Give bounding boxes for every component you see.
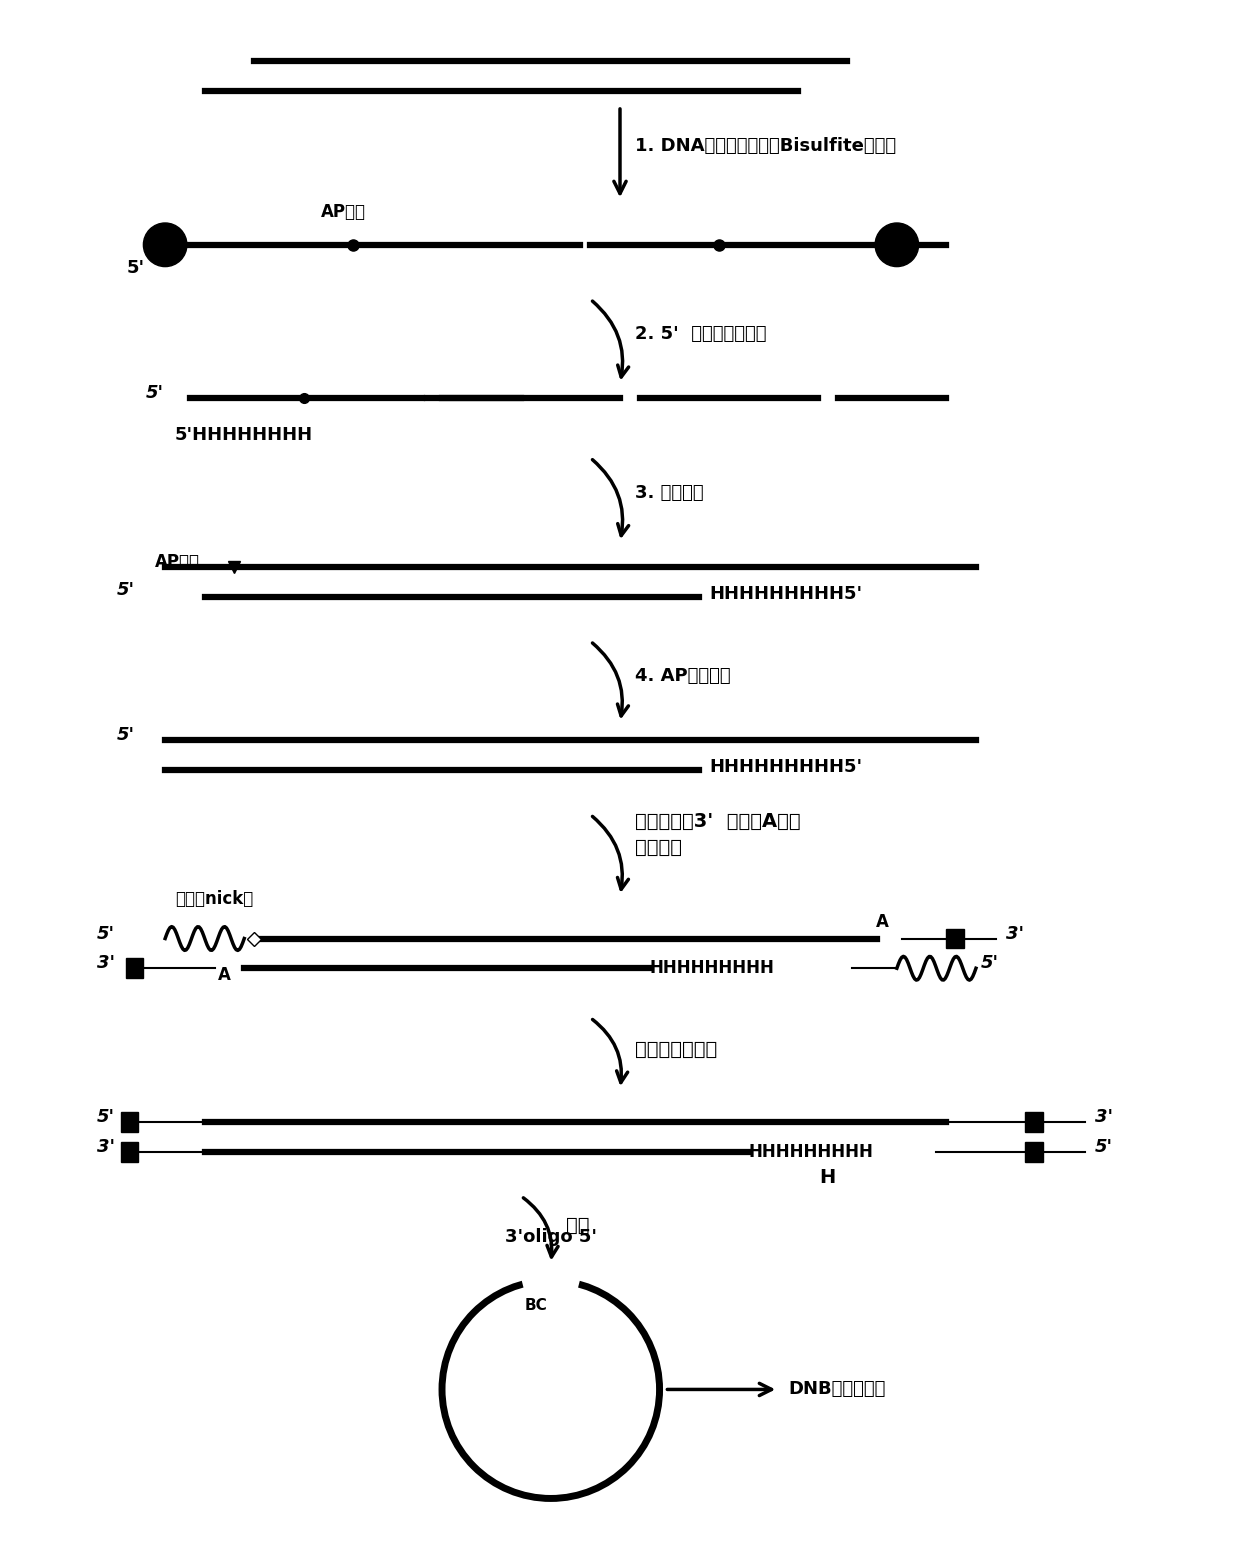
Text: HHHHHHHHH: HHHHHHHHH (650, 959, 775, 977)
Bar (946, 928, 965, 949)
Text: 1. DNA的重亚硫酸盐（Bisulfite）处理: 1. DNA的重亚硫酸盐（Bisulfite）处理 (635, 136, 897, 155)
Text: 2. 5'  端去磷酸化处理: 2. 5' 端去磷酸化处理 (635, 326, 766, 343)
Text: H: H (820, 1169, 836, 1187)
Text: A: A (218, 966, 231, 984)
Text: 5': 5' (126, 259, 145, 276)
Text: 环化: 环化 (565, 1217, 589, 1235)
Text: 4. AP位点修复: 4. AP位点修复 (635, 666, 730, 685)
Text: 3': 3' (1095, 1108, 1112, 1125)
Bar (1025, 1111, 1043, 1132)
Text: 5': 5' (981, 955, 999, 972)
Circle shape (441, 1280, 660, 1499)
Circle shape (144, 223, 187, 267)
Text: 3': 3' (97, 955, 115, 972)
Text: 5': 5' (97, 924, 115, 942)
Text: BC: BC (525, 1297, 547, 1313)
Text: AP位点: AP位点 (155, 553, 201, 570)
Text: 3': 3' (97, 1138, 115, 1156)
Text: 缺口（nick）: 缺口（nick） (176, 890, 254, 908)
Text: 3'oligo 5': 3'oligo 5' (505, 1228, 596, 1246)
Text: 3': 3' (1006, 924, 1024, 942)
Circle shape (875, 223, 919, 267)
Text: 5': 5' (117, 727, 135, 744)
Bar (120, 1142, 139, 1161)
Text: 3. 二链合成: 3. 二链合成 (635, 484, 703, 502)
Text: HHHHHHHHH5': HHHHHHHHH5' (709, 758, 862, 777)
Bar (120, 1111, 139, 1132)
Text: 5': 5' (117, 581, 135, 598)
Bar (1025, 1142, 1043, 1161)
Text: A: A (875, 913, 889, 930)
Bar (125, 958, 144, 978)
Text: 5'HHHHHHHH: 5'HHHHHHHH (175, 426, 314, 443)
Text: 5': 5' (146, 384, 164, 403)
Text: 末端修复和3'  末端加A处理
接头连接: 末端修复和3' 末端加A处理 接头连接 (635, 812, 801, 857)
Text: 5': 5' (97, 1108, 115, 1125)
Text: 聚合酶链式反应: 聚合酶链式反应 (635, 1040, 717, 1059)
Text: 5': 5' (1095, 1138, 1112, 1156)
Text: HHHHHHHHH: HHHHHHHHH (749, 1142, 873, 1161)
Text: HHHHHHHHH5': HHHHHHHHH5' (709, 584, 862, 603)
Text: DNB制备和测序: DNB制备和测序 (789, 1381, 885, 1398)
Text: AP位点: AP位点 (321, 203, 366, 222)
